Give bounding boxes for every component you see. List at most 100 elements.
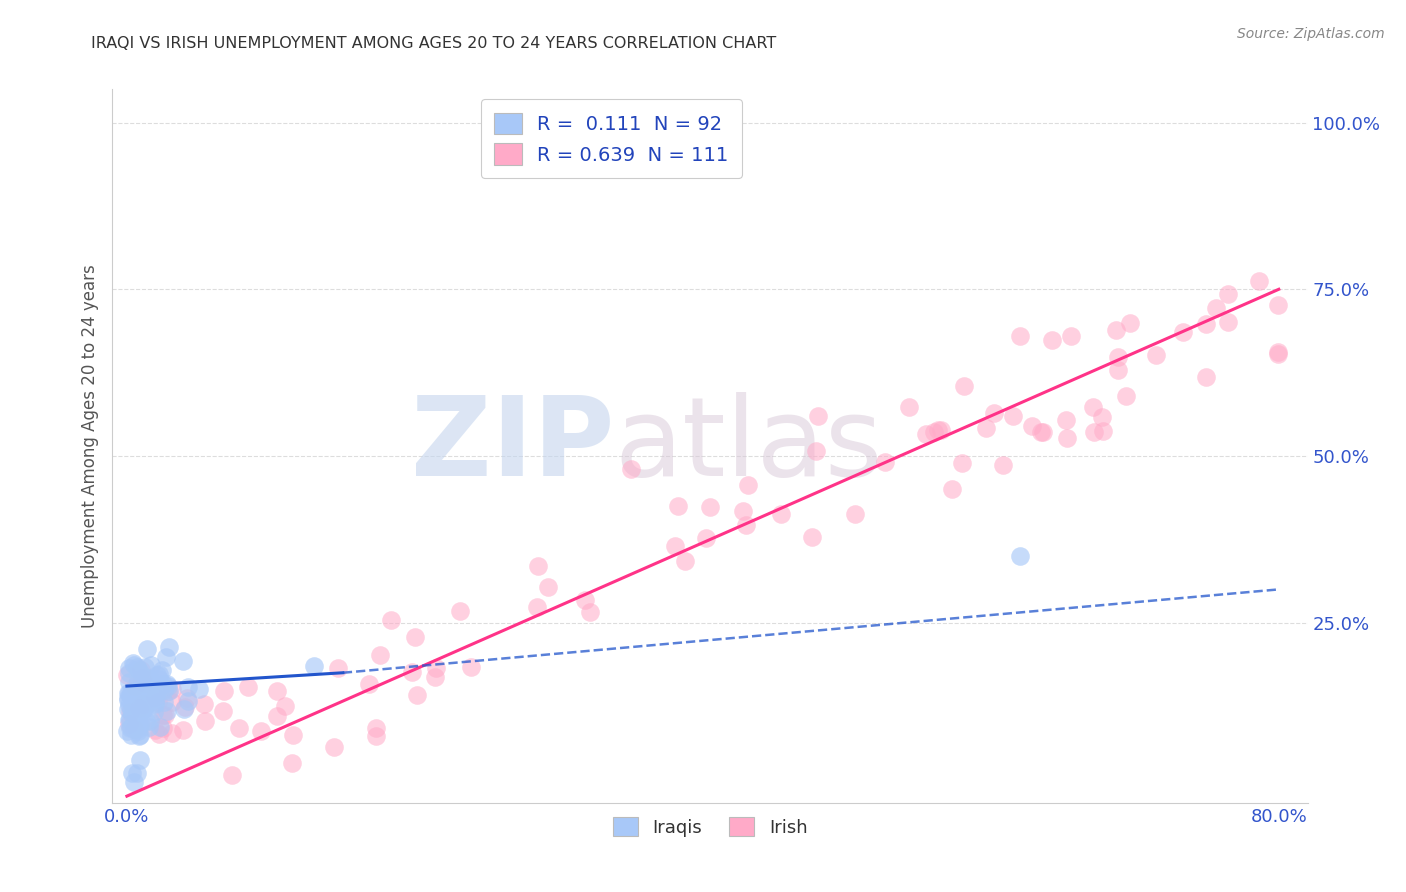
Point bbox=[174, 700, 197, 714]
Point bbox=[118, 721, 141, 735]
Point bbox=[368, 648, 391, 663]
Point bbox=[1001, 409, 1024, 424]
Point bbox=[579, 605, 602, 619]
Point bbox=[157, 679, 180, 693]
Point bbox=[976, 420, 998, 434]
Point bbox=[695, 531, 717, 545]
Text: IRAQI VS IRISH UNEMPLOYMENT AMONG AGES 20 TO 24 YEARS CORRELATION CHART: IRAQI VS IRISH UNEMPLOYMENT AMONG AGES 2… bbox=[91, 36, 776, 51]
Text: ZIP: ZIP bbox=[411, 392, 614, 500]
Point bbox=[148, 673, 170, 687]
Point bbox=[1008, 549, 1031, 563]
Point bbox=[124, 722, 146, 736]
Point bbox=[526, 599, 548, 614]
Point bbox=[302, 659, 325, 673]
Point bbox=[173, 702, 195, 716]
Point bbox=[328, 661, 350, 675]
Point bbox=[1091, 425, 1114, 439]
Point bbox=[1218, 286, 1240, 301]
Point bbox=[118, 712, 141, 726]
Point bbox=[148, 695, 170, 709]
Point bbox=[129, 665, 152, 679]
Point bbox=[1032, 425, 1054, 440]
Point bbox=[673, 554, 696, 568]
Point bbox=[124, 699, 146, 714]
Point bbox=[118, 686, 141, 700]
Point bbox=[120, 689, 142, 703]
Point bbox=[127, 682, 149, 697]
Point bbox=[134, 669, 156, 683]
Legend: Iraqis, Irish: Iraqis, Irish bbox=[606, 809, 814, 844]
Point bbox=[125, 766, 148, 780]
Point bbox=[141, 689, 163, 703]
Point bbox=[1267, 345, 1289, 359]
Point bbox=[127, 714, 149, 728]
Point bbox=[735, 517, 758, 532]
Point bbox=[152, 677, 174, 691]
Point bbox=[844, 507, 866, 521]
Point bbox=[273, 699, 295, 714]
Point bbox=[135, 694, 157, 708]
Point bbox=[769, 508, 792, 522]
Text: atlas: atlas bbox=[614, 392, 883, 500]
Point bbox=[176, 680, 198, 694]
Point bbox=[128, 729, 150, 743]
Point bbox=[1267, 347, 1289, 361]
Point bbox=[125, 685, 148, 699]
Point bbox=[120, 720, 142, 734]
Point bbox=[117, 702, 139, 716]
Point bbox=[117, 724, 139, 739]
Point bbox=[120, 684, 142, 698]
Point bbox=[131, 663, 153, 677]
Point bbox=[131, 671, 153, 685]
Point bbox=[449, 604, 471, 618]
Point bbox=[807, 409, 830, 423]
Point bbox=[122, 699, 145, 714]
Point bbox=[1105, 322, 1128, 336]
Point bbox=[143, 690, 166, 705]
Point bbox=[124, 657, 146, 672]
Point bbox=[122, 656, 145, 670]
Point bbox=[129, 698, 152, 713]
Point bbox=[172, 654, 194, 668]
Point bbox=[121, 707, 143, 722]
Point bbox=[139, 658, 162, 673]
Point bbox=[699, 500, 721, 514]
Point bbox=[406, 688, 429, 702]
Point bbox=[145, 691, 167, 706]
Point bbox=[129, 753, 152, 767]
Point bbox=[139, 695, 162, 709]
Point bbox=[806, 443, 828, 458]
Point bbox=[281, 727, 304, 741]
Point bbox=[404, 630, 426, 644]
Point bbox=[127, 662, 149, 676]
Point bbox=[118, 666, 141, 681]
Point bbox=[118, 674, 141, 689]
Point bbox=[135, 684, 157, 698]
Point bbox=[134, 660, 156, 674]
Point bbox=[152, 708, 174, 723]
Point bbox=[1021, 419, 1043, 434]
Y-axis label: Unemployment Among Ages 20 to 24 years: Unemployment Among Ages 20 to 24 years bbox=[80, 264, 98, 628]
Point bbox=[118, 661, 141, 675]
Point bbox=[120, 728, 142, 742]
Point bbox=[139, 680, 162, 694]
Point bbox=[134, 679, 156, 693]
Point bbox=[1216, 315, 1239, 329]
Point bbox=[574, 593, 596, 607]
Point bbox=[118, 698, 141, 713]
Point bbox=[1040, 333, 1063, 347]
Point bbox=[120, 703, 142, 717]
Point bbox=[221, 768, 243, 782]
Point bbox=[149, 720, 172, 734]
Point bbox=[157, 640, 180, 654]
Point bbox=[153, 695, 176, 709]
Point bbox=[281, 756, 304, 771]
Point bbox=[120, 687, 142, 701]
Point bbox=[120, 706, 142, 720]
Point bbox=[1056, 431, 1078, 445]
Point bbox=[128, 728, 150, 742]
Point bbox=[134, 702, 156, 716]
Point bbox=[359, 677, 381, 691]
Point bbox=[125, 722, 148, 736]
Point bbox=[991, 458, 1014, 473]
